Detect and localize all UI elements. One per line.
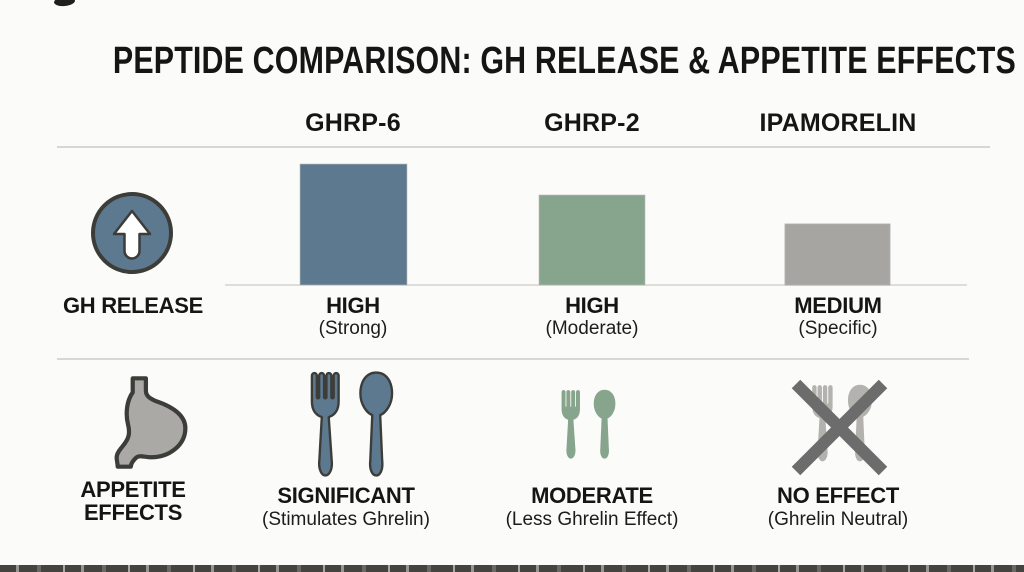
page-title: PEPTIDE COMPARISON: GH RELEASE & APPETIT… bbox=[112, 40, 1016, 82]
ghrp6-appetite-level: SIGNIFICANT bbox=[277, 483, 415, 508]
header-divider-line bbox=[57, 146, 990, 148]
appetite-label-line1: APPETITE bbox=[80, 477, 186, 502]
row-label-appetite-effects: APPETITE EFFECTS bbox=[23, 478, 243, 524]
ghrp2-gh-note: (Moderate) bbox=[545, 318, 639, 339]
title-row: PEPTIDE COMPARISON: GH RELEASE & APPETIT… bbox=[0, 40, 1024, 83]
arrow-up-circle-icon bbox=[91, 192, 173, 274]
bar-baseline bbox=[225, 284, 967, 286]
ghrp6-appetite-note: (Stimulates Ghrelin) bbox=[262, 509, 430, 530]
row-divider-line bbox=[57, 358, 969, 360]
row-label-gh-release: GH RELEASE bbox=[62, 293, 204, 318]
fork-spoon-icon-large bbox=[310, 371, 394, 477]
ink-smudge bbox=[53, 0, 76, 7]
ghrp2-gh-level: HIGH bbox=[565, 293, 619, 318]
ipamorelin-appetite-level: NO EFFECT bbox=[777, 483, 899, 508]
ipamorelin-gh-note: (Specific) bbox=[798, 318, 878, 339]
ghrp6-gh-note: (Strong) bbox=[318, 318, 388, 339]
ipamorelin-appetite-note: (Ghrelin Neutral) bbox=[767, 509, 909, 530]
stomach-icon bbox=[114, 376, 188, 469]
column-header-ghrp2: GHRP-2 bbox=[544, 109, 640, 137]
bottom-edge-strip bbox=[0, 565, 1024, 572]
ghrp2-appetite-level: MODERATE bbox=[531, 483, 653, 508]
fork-spoon-icon-small bbox=[561, 389, 616, 459]
ipamorelin-gh-level: MEDIUM bbox=[794, 293, 882, 318]
appetite-label-line2: EFFECTS bbox=[83, 500, 183, 525]
bar-ipamorelin bbox=[784, 223, 891, 286]
bar-ghrp2 bbox=[538, 194, 646, 286]
column-header-ipamorelin: IPAMORELIN bbox=[759, 109, 917, 137]
ghrp6-gh-level: HIGH bbox=[326, 293, 380, 318]
bar-ghrp6 bbox=[299, 163, 408, 286]
ghrp2-appetite-note: (Less Ghrelin Effect) bbox=[505, 509, 679, 530]
cross-x-icon bbox=[791, 379, 888, 476]
column-header-ghrp6: GHRP-6 bbox=[305, 109, 401, 137]
